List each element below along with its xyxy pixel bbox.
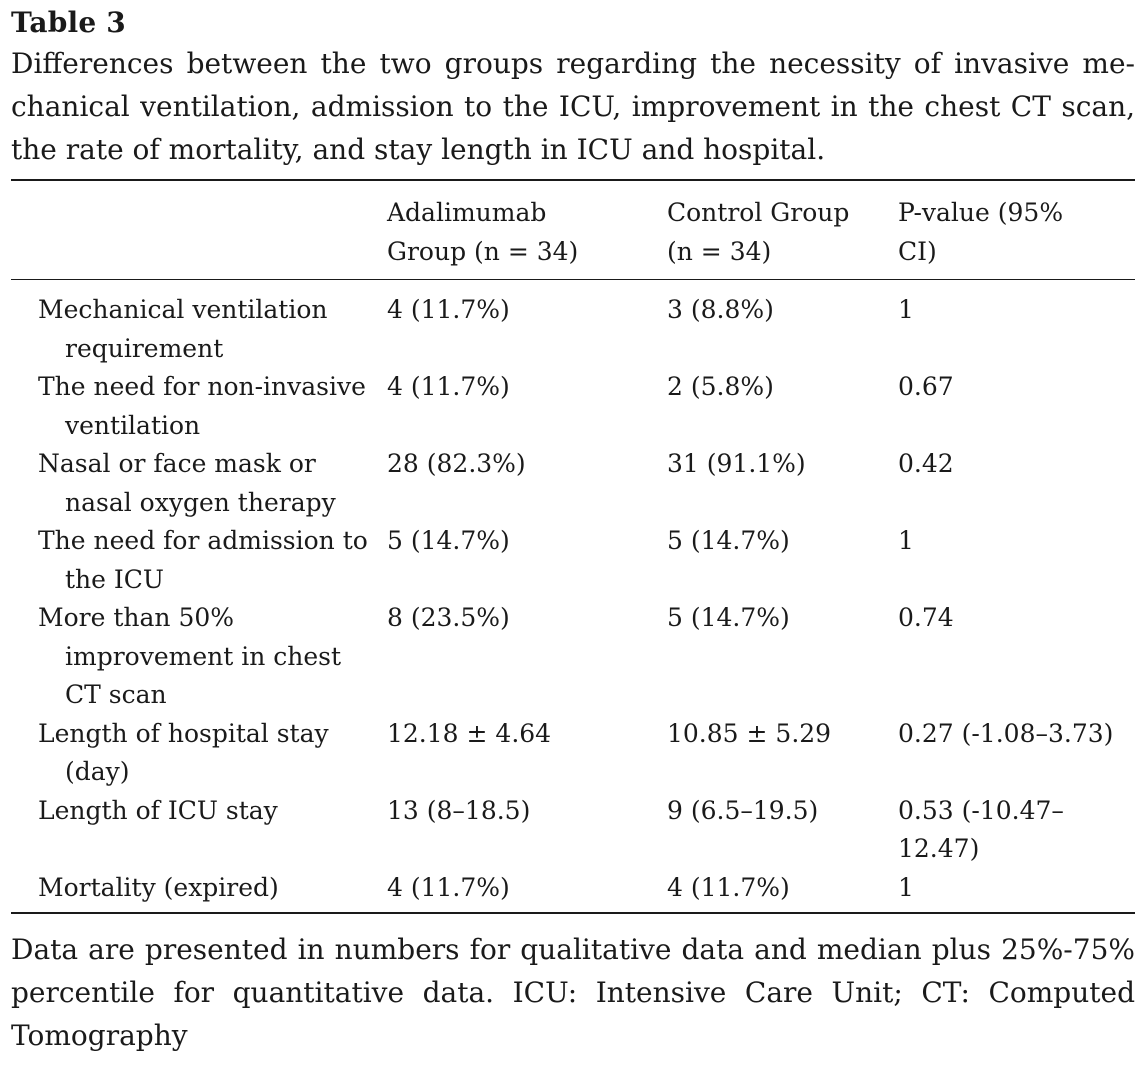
row-label-cell: The need for non-invasive ventilation (11, 368, 387, 445)
row-label-cell: Length of hospital stay (day) (11, 715, 387, 792)
control-value: 4 (11.7%) (667, 872, 790, 902)
header-cell-p-value: P-value (95% CI) (898, 198, 1064, 266)
row-label-cell: Length of ICU stay (11, 792, 387, 869)
p-value: 1 (898, 526, 914, 555)
table-caption: Differences between the two groups regar… (11, 47, 1135, 166)
row-label-cell: More than 50% improvement in chest CT sc… (11, 599, 387, 715)
table-row: Mortality (expired) 4 (11.7%) 4 (11.7%) 1 (11, 869, 1135, 913)
adalimumab-value: 4 (11.7%) (387, 372, 510, 401)
row-label: Mechanical ventilation requirement (38, 295, 328, 363)
top-rule (11, 179, 1135, 181)
header-cell-adalimumab: Adalimumab Group (n = 34) (387, 198, 579, 266)
table-body: Mechanical ventilation requirement 4 (11.… (11, 280, 1135, 913)
header-row: Adalimumab Group (n = 34) Control Group … (11, 181, 1135, 280)
p-value: 0.74 (898, 603, 954, 632)
p-value: 1 (898, 872, 914, 902)
table-figure: Table 3 Differences between the two grou… (11, 0, 1135, 1057)
adalimumab-value: 4 (11.7%) (387, 872, 510, 902)
table-row: Mechanical ventilation requirement 4 (11.… (11, 280, 1135, 369)
control-value: 31 (91.1%) (667, 449, 806, 478)
table-footnote: Data are presented in numbers for qualit… (11, 933, 1135, 1052)
row-label-cell: The need for admission to the ICU (11, 522, 387, 599)
p-value: 1 (898, 295, 914, 324)
p-value: 0.53 (-10.47–12.47) (898, 795, 1064, 864)
control-value: 3 (8.8%) (667, 295, 774, 324)
table-row: Nasal or face mask or nasal oxygen thera… (11, 445, 1135, 522)
row-label: More than 50% improvement in chest CT sc… (38, 603, 342, 709)
row-label: Length of hospital stay (day) (38, 718, 329, 787)
table-row: The need for non-invasive ventilation 4 (… (11, 368, 1135, 445)
adalimumab-value: 13 (8–18.5) (387, 795, 531, 825)
row-label-cell: Nasal or face mask or nasal oxygen thera… (11, 445, 387, 522)
row-label: The need for non-invasive ventilation (38, 372, 366, 440)
header-cell-control: Control Group (n = 34) (667, 198, 850, 266)
control-value: 5 (14.7%) (667, 526, 790, 555)
table-row: Length of ICU stay 13 (8–18.5) 9 (6.5–19.5… (11, 792, 1135, 869)
row-label: Nasal or face mask or nasal oxygen thera… (38, 449, 336, 517)
header-cell-empty (11, 181, 387, 280)
adalimumab-value: 12.18 ± 4.64 (387, 718, 552, 748)
adalimumab-value: 8 (23.5%) (387, 603, 510, 632)
table-row: Length of hospital stay (day) 12.18 ± 4.6… (11, 715, 1135, 792)
p-value: 0.67 (898, 372, 954, 401)
control-value: 9 (6.5–19.5) (667, 795, 819, 825)
control-value: 2 (5.8%) (667, 372, 774, 401)
row-label-cell: Mortality (expired) (11, 869, 387, 913)
control-value: 5 (14.7%) (667, 603, 790, 632)
bottom-rule (11, 912, 1135, 914)
row-label: The need for admission to the ICU (38, 526, 368, 594)
adalimumab-value: 4 (11.7%) (387, 295, 510, 324)
p-value: 0.42 (898, 449, 954, 478)
row-label-cell: Mechanical ventilation requirement (11, 280, 387, 369)
table-row: More than 50% improvement in chest CT sc… (11, 599, 1135, 715)
adalimumab-value: 5 (14.7%) (387, 526, 510, 555)
results-table: Adalimumab Group (n = 34) Control Group … (11, 181, 1135, 912)
control-value: 10.85 ± 5.29 (667, 718, 832, 748)
adalimumab-value: 28 (82.3%) (387, 449, 526, 478)
row-label: Length of ICU stay (38, 795, 278, 825)
table-row: The need for admission to the ICU 5 (14.7… (11, 522, 1135, 599)
row-label: Mortality (expired) (38, 872, 279, 902)
p-value: 0.27 (-1.08–3.73) (898, 718, 1114, 748)
table-label: Table 3 (11, 6, 126, 39)
